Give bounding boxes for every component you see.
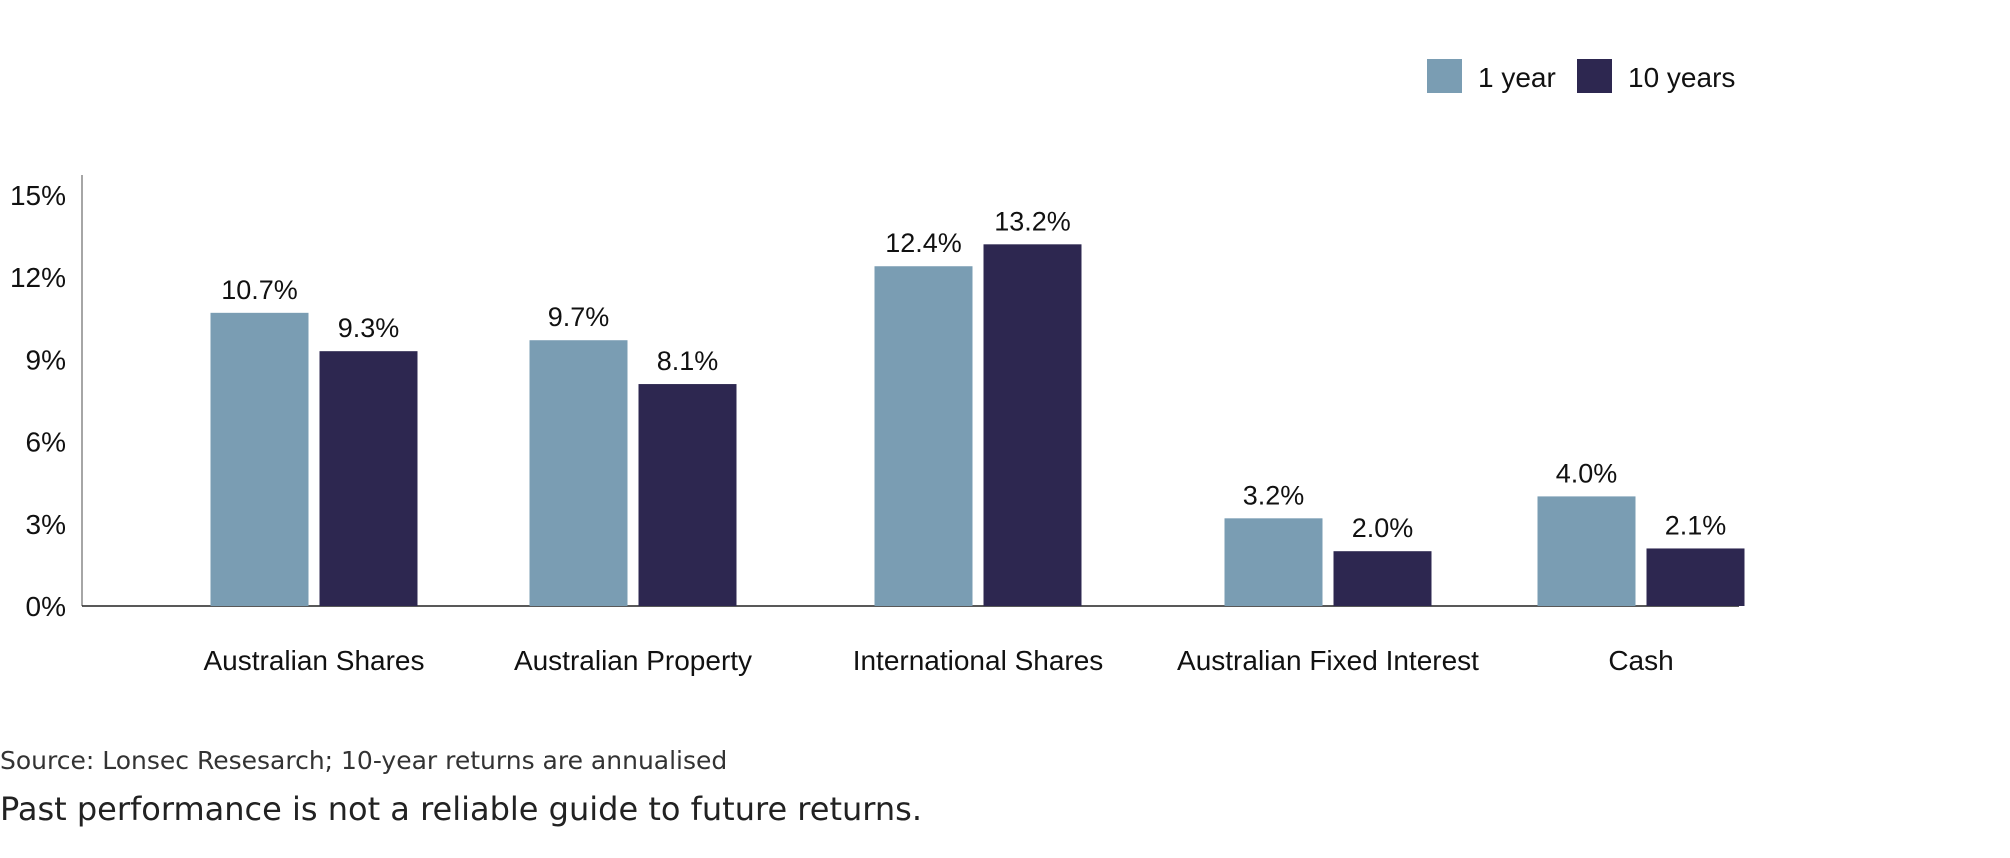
bar-1-year: [529, 340, 628, 606]
legend-swatch: [1427, 59, 1462, 93]
disclaimer: Past performance is not a reliable guide…: [0, 790, 922, 828]
bar-10-years: [1333, 551, 1432, 606]
bar-1-year: [210, 312, 309, 606]
data-label: 8.1%: [657, 346, 719, 376]
category-label: Australian Fixed Interest: [1177, 645, 1479, 676]
data-label: 2.0%: [1352, 513, 1414, 543]
data-label: 9.7%: [548, 302, 610, 332]
data-label: 3.2%: [1243, 480, 1305, 510]
source-note: Source: Lonsec Resesarch; 10-year return…: [0, 746, 728, 775]
bar-1-year: [874, 266, 973, 606]
legend-label: 10 years: [1628, 62, 1735, 93]
data-label: 10.7%: [221, 275, 298, 305]
legend-swatch: [1577, 59, 1612, 93]
bar-10-years: [1646, 548, 1745, 606]
category-label: International Shares: [853, 645, 1104, 676]
legend-label: 1 year: [1478, 62, 1556, 93]
category-label: Cash: [1608, 645, 1673, 676]
bar-1-year: [1537, 496, 1636, 606]
data-label: 4.0%: [1556, 458, 1618, 488]
y-tick-label: 15%: [10, 180, 66, 211]
y-tick-label: 12%: [10, 262, 66, 293]
bar-10-years: [983, 244, 1082, 606]
data-label: 2.1%: [1665, 510, 1727, 540]
category-label: Australian Property: [514, 645, 752, 676]
bar-10-years: [319, 351, 418, 606]
y-tick-label: 3%: [26, 509, 66, 540]
y-tick-label: 0%: [26, 591, 66, 622]
data-label: 9.3%: [338, 313, 400, 343]
y-tick-label: 9%: [26, 344, 66, 375]
data-label: 13.2%: [994, 206, 1071, 236]
bar-10-years: [638, 384, 737, 606]
y-tick-label: 6%: [26, 427, 66, 458]
bar-1-year: [1224, 518, 1323, 606]
data-label: 12.4%: [885, 228, 962, 258]
bar-chart: 0% 3% 6% 9% 12% 15% 10.7% 9.3% Australian Shares…: [10, 59, 1745, 676]
category-label: Australian Shares: [203, 645, 424, 676]
